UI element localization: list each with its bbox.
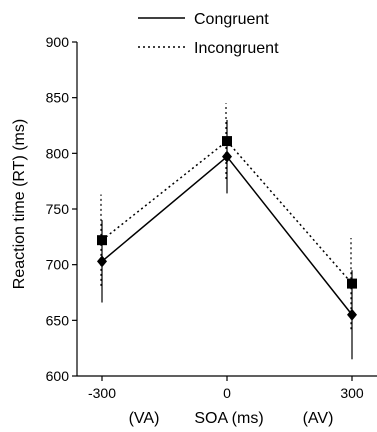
y-tick-label: 700 (46, 257, 70, 273)
data-point-congruent (347, 308, 357, 321)
data-point-congruent (222, 150, 232, 163)
legend-label-congruent: Congruent (194, 11, 269, 28)
x-tick-label: 0 (223, 385, 231, 401)
plot-area (97, 103, 357, 360)
data-point-incongruent (347, 278, 357, 289)
y-axis-label: Reaction time (RT) (ms) (11, 119, 28, 289)
x-sublabel-av: (AV) (303, 410, 334, 427)
data-point-incongruent (97, 235, 107, 246)
y-tick-label: 650 (46, 312, 70, 328)
x-axis-label: SOA (ms) (194, 410, 263, 427)
axes: 600 650 700 750 800 850 900 -300 0 300 (46, 34, 377, 401)
y-tick-label: 600 (46, 368, 70, 384)
x-tick-label: 300 (340, 385, 364, 401)
x-sublabel-va: (VA) (129, 410, 160, 427)
x-tick-label: -300 (88, 385, 116, 401)
series-line-incongruent (101, 140, 353, 285)
y-tick-label: 750 (46, 201, 70, 217)
y-tick-label: 800 (46, 145, 70, 161)
legend: Congruent Incongruent (138, 11, 279, 57)
y-tick-label: 900 (46, 34, 70, 50)
data-point-incongruent (222, 136, 232, 147)
data-point-congruent (97, 255, 107, 268)
legend-label-incongruent: Incongruent (194, 40, 279, 57)
y-tick-label: 850 (46, 90, 70, 106)
